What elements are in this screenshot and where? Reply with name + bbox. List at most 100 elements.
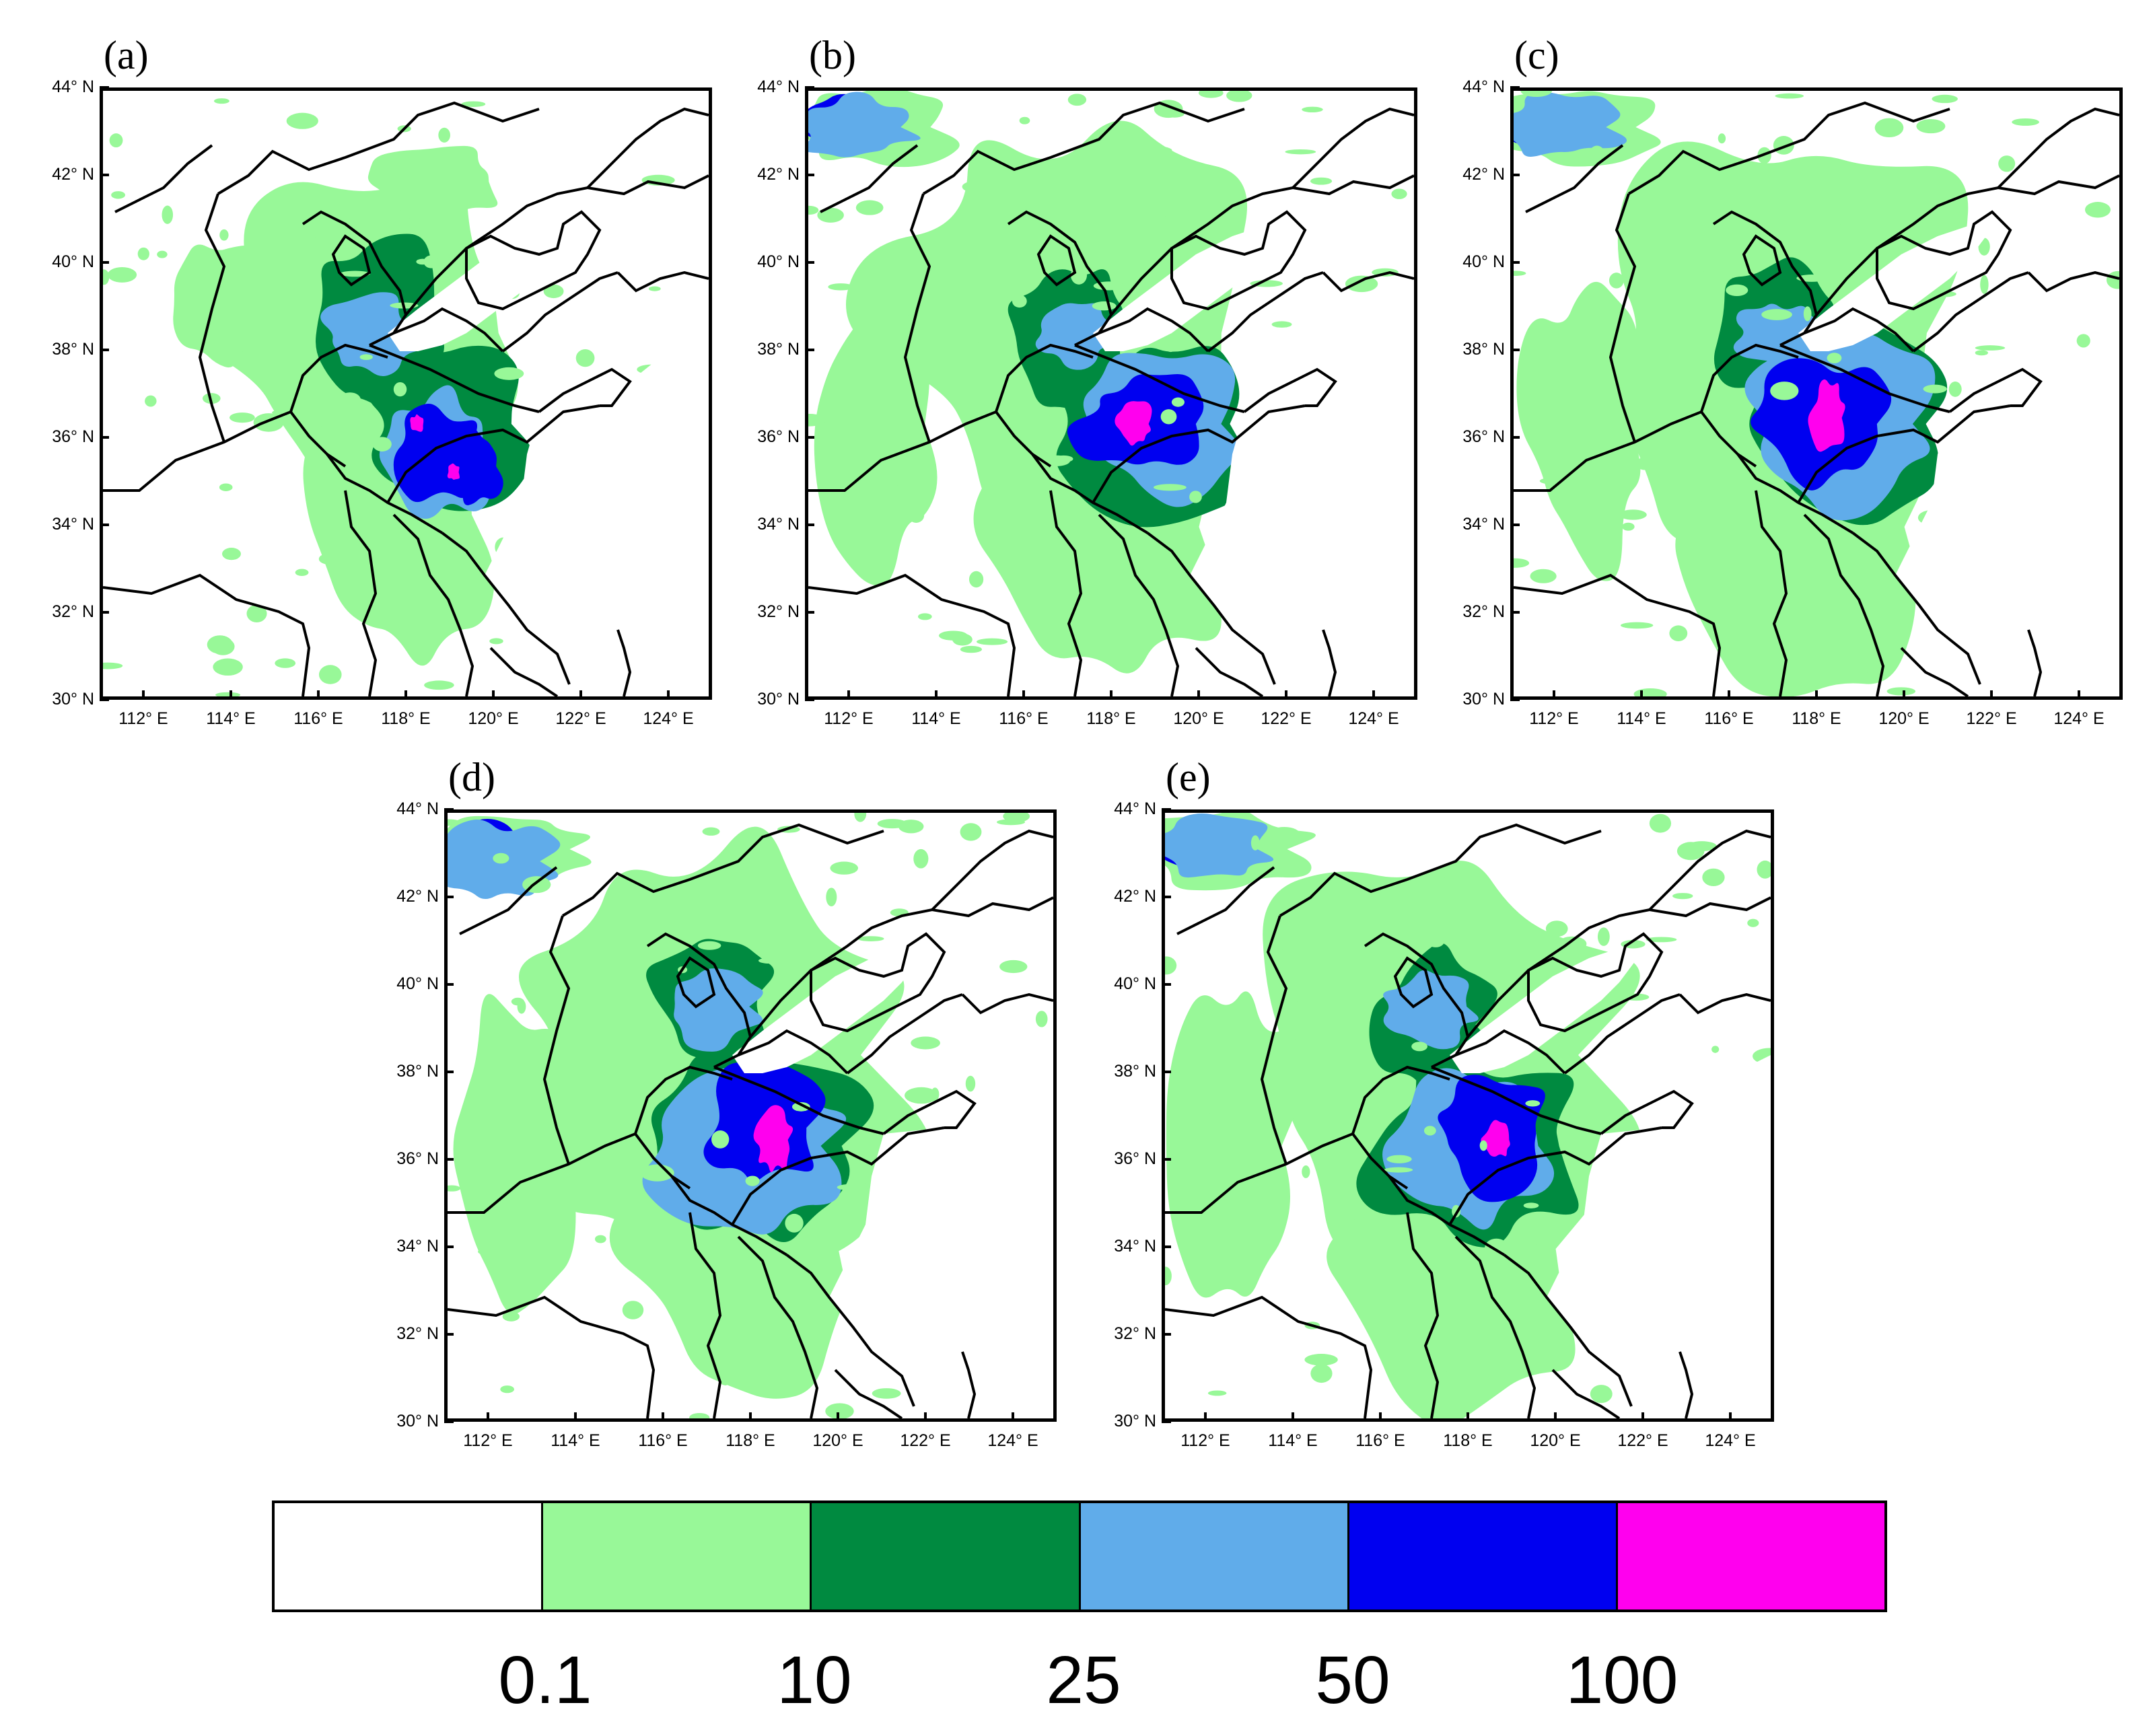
map-area	[805, 87, 1417, 700]
latitude-tick	[444, 1158, 454, 1161]
province-boundary	[1680, 994, 1771, 1013]
precip-speckle	[808, 205, 819, 215]
latitude-tick	[1510, 436, 1520, 439]
latitude-tick-label: 36° N	[396, 1149, 439, 1168]
precip-speckle	[892, 484, 915, 501]
precip-speckle	[318, 665, 342, 684]
precip-speckle	[2076, 334, 2090, 348]
longitude-tick	[749, 1412, 752, 1422]
precip-speckle	[999, 960, 1028, 974]
precip-speckle	[1310, 177, 1333, 185]
precip-speckle	[868, 263, 902, 280]
precip-speckle	[1246, 1129, 1255, 1147]
longitude-tick-label: 116° E	[1355, 1431, 1405, 1450]
province-boundary	[750, 898, 1053, 1037]
precip-speckle	[400, 154, 410, 164]
precip-speckle	[1446, 900, 1467, 907]
province-boundary	[1099, 515, 1178, 696]
precip-speckle	[1271, 1063, 1281, 1075]
precip-speckle	[872, 1388, 901, 1399]
precip-speckle	[302, 236, 319, 250]
precip-speckle	[1427, 935, 1444, 947]
latitude-tick	[1510, 611, 1520, 614]
precip-speckle	[500, 1385, 514, 1394]
longitude-tick-label: 112° E	[824, 709, 874, 728]
precip-speckle	[1479, 1140, 1487, 1151]
precip-speckle	[854, 813, 867, 822]
precip-speckle	[711, 1130, 730, 1149]
longitude-tick-label: 116° E	[999, 709, 1049, 728]
precip-speckle	[1597, 927, 1610, 946]
province-boundary	[394, 515, 472, 696]
precip-speckle	[1757, 860, 1771, 879]
precip-speckle	[713, 906, 726, 921]
latitude-tick	[805, 86, 814, 89]
longitude-tick-label: 118° E	[1443, 1431, 1493, 1450]
precip-speckle	[339, 392, 361, 407]
latitude-tick-label: 38° N	[1114, 1062, 1156, 1081]
province-boundary	[1853, 533, 1980, 684]
longitude-tick-label: 120° E	[1173, 709, 1224, 728]
province-boundary	[1323, 273, 1414, 291]
precip-speckle	[1250, 835, 1260, 851]
precip-speckle	[1770, 382, 1799, 400]
longitude-tick	[404, 690, 407, 700]
province-boundary	[103, 412, 345, 491]
panel-label: (a)	[104, 33, 149, 77]
precip-speckle	[1886, 687, 1916, 696]
latitude-tick	[1510, 698, 1520, 701]
precip-region-light-blue	[1514, 92, 1627, 157]
longitude-tick-label: 122° E	[1617, 1431, 1668, 1450]
latitude-tick-label: 38° N	[396, 1062, 439, 1081]
precip-speckle	[1547, 1221, 1559, 1235]
precip-speckle	[855, 200, 884, 215]
precip-speckle	[359, 354, 373, 361]
province-boundary	[1913, 273, 2028, 351]
province-boundary	[1456, 1031, 1565, 1073]
longitude-tick-label: 112° E	[463, 1431, 513, 1450]
precip-speckle	[1558, 936, 1587, 951]
precip-speckle	[1702, 868, 1725, 886]
longitude-tick	[229, 690, 232, 700]
precip-speckle	[931, 1087, 940, 1101]
latitude-tick	[1162, 1420, 1171, 1423]
latitude-tick	[100, 436, 109, 439]
precip-speckle	[898, 820, 924, 834]
precip-speckle	[1279, 948, 1296, 958]
province-boundary	[835, 1370, 902, 1418]
province-boundary	[905, 194, 929, 442]
longitude-tick-label: 120° E	[468, 709, 519, 728]
latitude-tick-label: 30° N	[1114, 1412, 1156, 1431]
province-boundary	[369, 345, 539, 412]
latitude-tick-label: 40° N	[396, 974, 439, 993]
precip-speckle	[1271, 321, 1292, 328]
province-boundary	[811, 934, 944, 1031]
precip-speckle	[830, 861, 859, 875]
precip-speckle	[1184, 209, 1203, 220]
precip-speckle	[1637, 457, 1652, 470]
precip-speckle	[1687, 841, 1717, 852]
longitude-tick-label: 124° E	[1705, 1431, 1756, 1450]
precip-speckle	[432, 536, 444, 554]
precip-speckle	[1189, 491, 1202, 503]
latitude-tick	[100, 523, 109, 526]
province-boundary	[1093, 406, 1305, 503]
province-boundary	[808, 575, 1014, 696]
longitude-tick	[1012, 1412, 1014, 1422]
province-boundary	[291, 345, 388, 412]
latitude-tick-label: 32° N	[1114, 1324, 1156, 1343]
precip-speckle	[1622, 522, 1635, 531]
precip-speckle	[858, 497, 881, 510]
precip-speckle	[340, 270, 371, 277]
precip-speckle	[1160, 409, 1177, 425]
longitude-tick-label: 118° E	[726, 1431, 775, 1450]
precip-speckle	[908, 508, 925, 523]
precip-speckle	[1435, 1229, 1448, 1241]
province-boundary	[1293, 109, 1414, 188]
precip-speckle	[103, 269, 110, 285]
province-boundary	[115, 145, 212, 212]
province-boundary	[1323, 630, 1335, 696]
precip-speckle	[962, 181, 984, 192]
province-boundary	[218, 103, 539, 194]
panel-label: (c)	[1514, 33, 1559, 77]
